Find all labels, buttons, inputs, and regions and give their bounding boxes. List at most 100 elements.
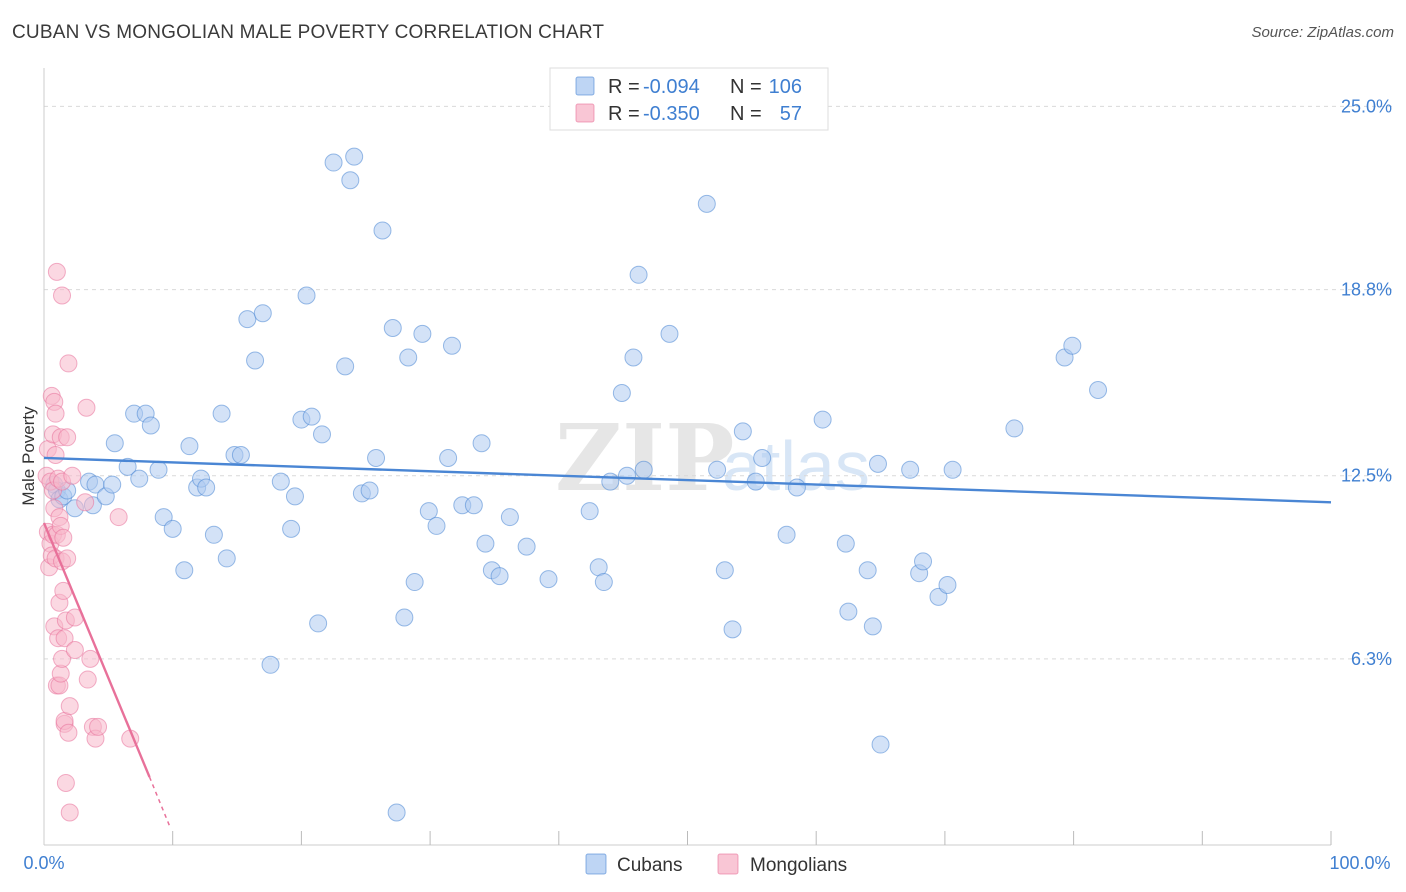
point-mongolians-37 [56,773,75,792]
point-cubans-26 [212,404,231,423]
point-cubans-104 [1089,381,1108,400]
point-cubans-82 [723,620,742,639]
point-mongolians-28 [53,286,72,305]
point-cubans-62 [472,434,491,453]
point-cubans-50 [383,318,402,337]
point-cubans-72 [601,472,620,491]
point-cubans-27 [217,549,236,568]
point-cubans-19 [163,519,182,538]
point-cubans-39 [302,407,321,426]
legend-r-label-mongolians: R = [608,103,640,125]
point-cubans-30 [238,310,257,329]
point-cubans-75 [624,348,643,367]
point-cubans-91 [858,561,877,580]
point-cubans-80 [708,460,727,479]
bottom-legend-swatch-cubans [585,853,607,875]
watermark: ZIP atlas [555,404,870,512]
point-cubans-92 [863,617,882,636]
point-mongolians-15 [46,446,65,465]
watermark-zip: ZIP [555,404,734,512]
point-cubans-21 [180,437,199,456]
point-cubans-76 [629,265,648,284]
bottom-legend-swatch-mongolians [717,853,739,875]
point-cubans-99 [938,576,957,595]
point-cubans-41 [312,425,331,444]
point-mongolians-54 [89,717,108,736]
y-tick-label-1: 12.5% [1341,466,1392,486]
point-cubans-32 [253,304,272,323]
point-cubans-47 [360,481,379,500]
point-cubans-58 [439,448,458,467]
point-cubans-53 [399,348,418,367]
trend-line-mongolians-extension [148,776,171,828]
series-cubans-points [45,147,1108,822]
y-axis-label: Male Poverty [19,406,38,506]
point-cubans-97 [914,552,933,571]
x-tick-label-min: 0.0% [23,853,64,873]
point-mongolians-47 [65,641,84,660]
point-cubans-85 [753,448,772,467]
legend-box [549,67,829,131]
point-mongolians-49 [77,398,96,417]
point-mongolians-55 [109,508,128,527]
point-cubans-63 [476,534,495,553]
source-label: Source: ZipAtlas.com [1251,24,1394,41]
legend-r-label-cubans: R = [608,76,640,98]
point-cubans-29 [231,446,250,465]
legend: R = -0.094 N = 106 R = -0.350 N = 57 [549,67,829,131]
legend-swatch-cubans [575,76,595,96]
point-cubans-16 [141,416,160,435]
legend-n-value-cubans: 106 [769,76,802,98]
point-mongolians-48 [76,493,95,512]
point-cubans-67 [517,537,536,556]
x-ticks [172,831,1332,845]
point-mongolians-50 [78,670,97,689]
y-tick-label-2: 18.8% [1341,280,1392,300]
legend-n-label-cubans: N = [730,76,762,98]
point-cubans-65 [490,567,509,586]
y-tick-labels: 6.3% 12.5% 18.8% 25.0% [1341,96,1392,668]
point-mongolians-43 [60,803,79,822]
point-mongolians-51 [81,649,100,668]
point-cubans-95 [901,460,920,479]
point-cubans-89 [836,534,855,553]
point-cubans-42 [324,153,343,172]
point-cubans-48 [367,448,386,467]
point-cubans-52 [395,608,414,627]
point-cubans-20 [175,561,194,580]
point-cubans-100 [943,460,962,479]
point-mongolians-14 [46,404,65,423]
legend-n-value-mongolians: 57 [780,103,802,125]
point-cubans-10 [103,475,122,494]
point-cubans-101 [1005,419,1024,438]
point-cubans-93 [868,454,887,473]
point-cubans-103 [1063,336,1082,355]
trend-line-mongolians [42,522,151,778]
point-cubans-69 [580,502,599,521]
point-cubans-33 [261,655,280,674]
point-cubans-78 [660,324,679,343]
point-cubans-73 [612,383,631,402]
legend-n-label-mongolians: N = [730,103,762,125]
point-cubans-11 [105,434,124,453]
point-cubans-81 [715,561,734,580]
point-cubans-49 [373,221,392,240]
point-cubans-86 [777,525,796,544]
point-cubans-77 [634,460,653,479]
point-mongolians-42 [59,354,78,373]
point-cubans-56 [419,502,438,521]
legend-swatch-mongolians [575,103,595,123]
point-mongolians-17 [47,262,66,281]
legend-r-value-cubans: -0.094 [643,76,700,98]
point-cubans-34 [271,472,290,491]
point-mongolians-41 [59,723,78,742]
x-tick-label-max: 100.0% [1329,853,1390,873]
point-cubans-74 [618,466,637,485]
point-cubans-38 [297,286,316,305]
point-cubans-66 [500,508,519,527]
point-mongolians-32 [54,528,73,547]
point-mongolians-44 [60,697,79,716]
point-cubans-24 [197,478,216,497]
trend-line-cubans [43,456,1332,504]
